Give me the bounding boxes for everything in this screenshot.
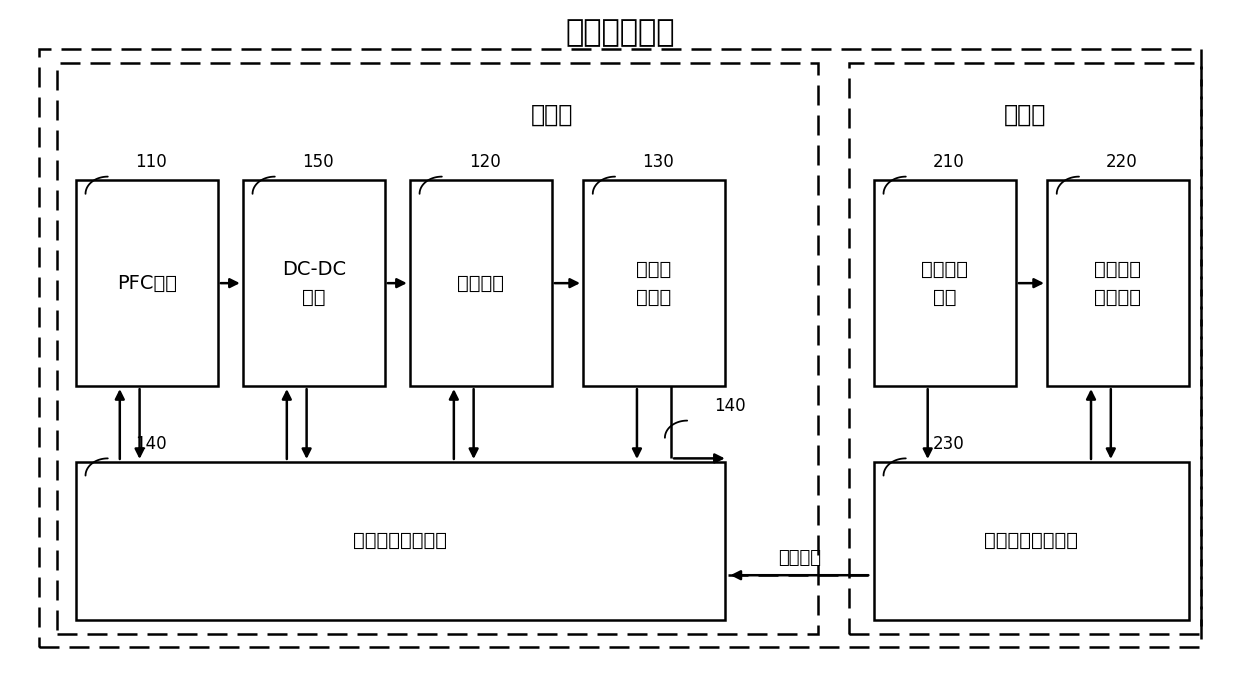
Bar [849, 63, 1202, 633]
Bar [874, 180, 1016, 386]
Bar [409, 180, 552, 386]
Text: 无线充电系统: 无线充电系统 [565, 18, 675, 47]
Text: 110: 110 [135, 153, 166, 171]
Text: 车载检测控制电路: 车载检测控制电路 [985, 531, 1079, 551]
Text: 逆变电路: 逆变电路 [458, 274, 505, 293]
Text: 原边谐
振网络: 原边谐 振网络 [636, 259, 672, 306]
Bar [57, 63, 818, 633]
Text: 130: 130 [642, 153, 675, 171]
Bar [76, 462, 725, 620]
Text: 可控整流
调节电路: 可控整流 调节电路 [1095, 259, 1142, 306]
Text: 140: 140 [714, 397, 746, 415]
Bar [38, 50, 1202, 647]
Text: 210: 210 [932, 153, 965, 171]
Text: 120: 120 [469, 153, 501, 171]
Text: 副边谐振
网络: 副边谐振 网络 [921, 259, 968, 306]
Bar [874, 462, 1189, 620]
Text: 基建采样控制电路: 基建采样控制电路 [353, 531, 448, 551]
Text: DC-DC
电路: DC-DC 电路 [281, 259, 346, 306]
Text: 车载侧: 车载侧 [1004, 103, 1047, 127]
Bar [243, 180, 384, 386]
Bar [76, 180, 218, 386]
Text: 140: 140 [135, 435, 166, 453]
Text: 230: 230 [932, 435, 965, 453]
Text: 150: 150 [303, 153, 334, 171]
Text: PFC电路: PFC电路 [117, 274, 177, 293]
Bar [1047, 180, 1189, 386]
Text: 220: 220 [1106, 153, 1138, 171]
Text: 无线通讯: 无线通讯 [777, 549, 821, 567]
Text: 基建侧: 基建侧 [531, 103, 573, 127]
Bar [583, 180, 725, 386]
